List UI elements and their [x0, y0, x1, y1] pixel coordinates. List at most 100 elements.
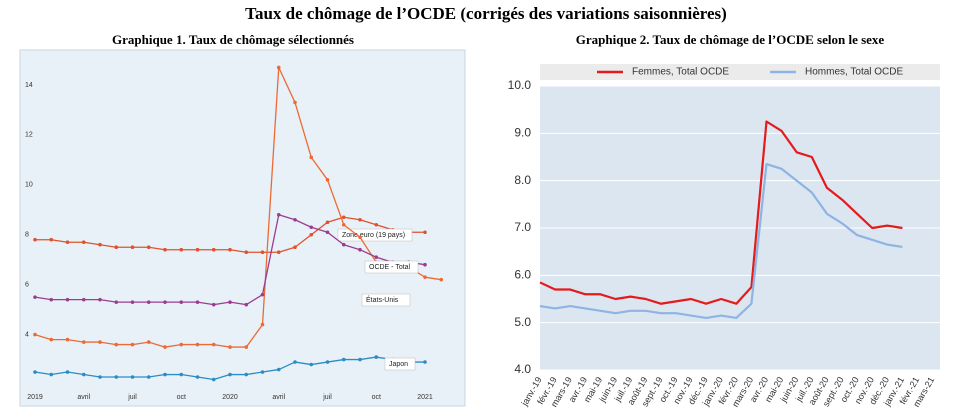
data-point	[293, 360, 297, 364]
data-point	[423, 360, 427, 364]
data-point	[179, 247, 184, 252]
data-point	[358, 235, 362, 240]
data-point	[374, 355, 379, 359]
data-point	[179, 300, 184, 304]
data-point	[179, 372, 184, 377]
chart-title: Graphique 1. Taux de chômage sélectionné…	[112, 32, 354, 47]
data-point	[98, 297, 102, 302]
data-point	[276, 65, 281, 70]
data-point	[211, 342, 216, 347]
series-label-box	[337, 228, 413, 242]
series-label: Japon	[389, 361, 408, 368]
y-tick-label: 6.0	[514, 268, 531, 282]
series-label: États-Unis	[366, 295, 399, 304]
data-point	[146, 300, 151, 304]
series-label-box	[364, 260, 419, 274]
data-point	[228, 247, 232, 252]
data-point	[65, 240, 70, 245]
data-point	[244, 345, 249, 349]
data-point	[358, 357, 362, 362]
data-point	[244, 372, 249, 377]
data-point	[325, 360, 330, 364]
data-point	[293, 245, 297, 250]
data-point	[33, 237, 37, 242]
data-point	[341, 357, 346, 362]
data-point	[98, 375, 102, 379]
data-point	[309, 232, 314, 237]
data-point	[65, 337, 70, 342]
data-point	[81, 340, 86, 344]
data-point	[163, 300, 167, 304]
data-point	[439, 277, 444, 282]
data-point	[423, 230, 427, 235]
y-tick-label: 7.0	[514, 220, 531, 234]
series-label: Zone euro (19 pays)	[342, 232, 405, 239]
data-point	[81, 372, 86, 377]
data-point	[293, 217, 297, 222]
data-point	[130, 375, 135, 379]
data-point	[244, 302, 249, 307]
data-point	[358, 217, 362, 222]
chart-title: Graphique 2. Taux de chômage de l’OCDE s…	[576, 32, 885, 47]
series-label: OCDE - Total	[369, 264, 411, 271]
x-tick-label: 2019	[27, 394, 43, 401]
series-line	[539, 163, 903, 320]
y-tick-label: 8.0	[514, 173, 531, 187]
data-point	[260, 370, 265, 374]
x-tick-label: avril	[272, 394, 285, 401]
data-point	[276, 367, 281, 372]
data-point	[276, 212, 281, 217]
data-point	[325, 230, 330, 235]
data-point	[49, 237, 54, 242]
data-point	[374, 255, 379, 260]
data-point	[423, 275, 427, 279]
data-point	[260, 250, 265, 255]
data-point	[423, 262, 427, 267]
data-point	[195, 300, 200, 304]
y-tick-label: 10	[25, 182, 33, 189]
y-tick-label: 14	[25, 82, 33, 89]
data-point	[325, 220, 330, 225]
legend-area	[540, 64, 940, 80]
y-tick-label: 4.0	[514, 362, 531, 376]
legend-label: Hommes, Total OCDE	[805, 67, 904, 78]
data-point	[114, 375, 119, 379]
data-point	[81, 297, 86, 302]
y-tick-label: 6	[25, 282, 29, 289]
data-point	[130, 300, 135, 304]
data-point	[130, 245, 135, 250]
data-point	[65, 297, 70, 302]
data-point	[98, 340, 102, 344]
data-point	[163, 247, 167, 252]
data-point	[325, 178, 330, 182]
data-point	[228, 345, 232, 349]
data-point	[49, 297, 54, 302]
y-tick-label: 5.0	[514, 315, 531, 329]
data-point	[211, 377, 216, 382]
main-title: Taux de chômage de l’OCDE (corrigés des …	[245, 4, 727, 23]
y-tick-label: 4	[25, 331, 29, 338]
data-point	[81, 240, 86, 245]
data-point	[114, 342, 119, 347]
data-point	[146, 340, 151, 344]
data-point	[276, 250, 281, 255]
y-tick-label: 10.0	[508, 78, 532, 92]
data-point	[49, 337, 54, 342]
data-point	[341, 242, 346, 247]
y-tick-label: 12	[25, 132, 33, 139]
data-point	[49, 372, 54, 377]
y-tick-label: 9.0	[514, 126, 531, 140]
series-line	[34, 66, 442, 348]
data-point	[309, 155, 314, 160]
data-point	[65, 370, 70, 374]
x-tick-label: 2021	[417, 394, 433, 401]
series-line	[539, 120, 903, 305]
data-point	[33, 295, 37, 299]
x-tick-label: avril	[77, 394, 90, 401]
data-point	[309, 362, 314, 367]
data-point	[195, 247, 200, 252]
legend-label: Femmes, Total OCDE	[632, 67, 729, 78]
y-tick-label: 8	[25, 232, 29, 239]
data-point	[309, 225, 314, 230]
